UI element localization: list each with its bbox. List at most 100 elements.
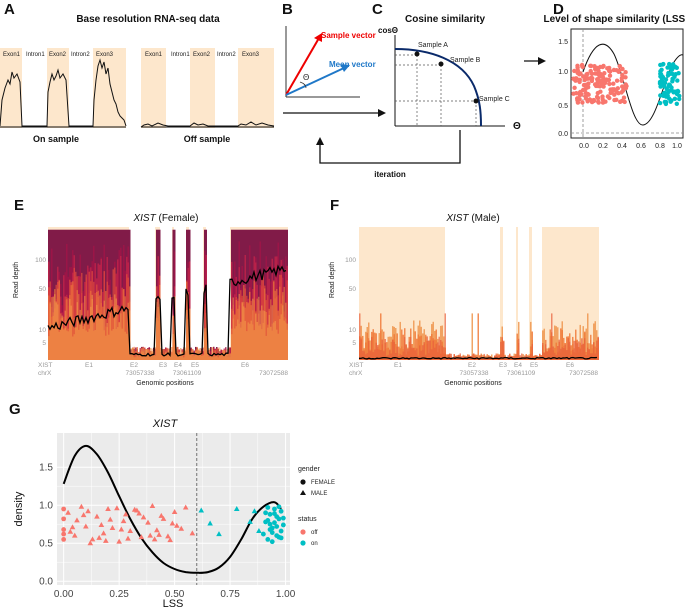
d-off-dot bbox=[584, 72, 589, 77]
panel-f: F XIST (Male) Read depth 100 50 10 5 XIS… bbox=[329, 197, 599, 387]
coverage-bar bbox=[94, 330, 96, 360]
coverage-bar bbox=[195, 351, 197, 360]
g-point-on-female bbox=[265, 537, 271, 542]
coverage-bar bbox=[268, 314, 270, 360]
coverage-bar bbox=[154, 355, 156, 360]
on-exon3-band bbox=[93, 48, 126, 128]
d-on-dot bbox=[675, 89, 681, 94]
coverage-bar bbox=[237, 229, 239, 360]
coverage-bar bbox=[573, 340, 575, 360]
coverage-bar bbox=[171, 347, 173, 360]
coverage-bar bbox=[180, 348, 182, 360]
coverage-bar bbox=[160, 349, 162, 360]
coverage-bar bbox=[414, 331, 416, 360]
g-point-off-female bbox=[61, 531, 67, 537]
d-on-dot bbox=[675, 78, 680, 83]
coverage-bar bbox=[587, 313, 589, 360]
f-ylabel: Read depth bbox=[329, 262, 336, 298]
coverage-bar bbox=[485, 358, 487, 360]
on-sample-label: On sample bbox=[33, 134, 79, 144]
coverage-bar bbox=[73, 267, 75, 360]
panel-a: A Base resolution RNA-seq data Exon1 Int… bbox=[0, 1, 275, 144]
coverage-bar bbox=[584, 338, 586, 360]
g-xtick-label: 0.75 bbox=[220, 589, 240, 600]
coverage-bar bbox=[111, 299, 113, 360]
coverage-bar bbox=[591, 353, 593, 360]
d-off-dot bbox=[583, 90, 588, 96]
coverage-bar bbox=[258, 229, 260, 360]
coverage-bar bbox=[184, 347, 186, 360]
d-xtick-4: 0.8 bbox=[655, 143, 665, 150]
d-on-dot bbox=[671, 89, 677, 94]
coverage-bar bbox=[76, 302, 78, 360]
d-off-dot bbox=[577, 97, 582, 102]
coverage-bar bbox=[210, 355, 212, 360]
coverage-bar bbox=[552, 346, 554, 360]
g-point-off-male bbox=[131, 506, 138, 512]
sample-vector-label: Sample vector bbox=[321, 31, 376, 40]
coverage-bar bbox=[402, 351, 404, 360]
coverage-bar bbox=[506, 357, 508, 360]
coverage-bar bbox=[572, 349, 574, 360]
coverage-bar bbox=[530, 321, 532, 360]
d-off-dot bbox=[583, 94, 588, 99]
coverage-bar bbox=[259, 310, 261, 360]
coverage-bar bbox=[120, 313, 122, 360]
d-off-dot bbox=[598, 89, 603, 94]
coverage-bar bbox=[75, 271, 77, 360]
coverage-bar bbox=[590, 334, 592, 360]
coverage-bar bbox=[566, 350, 568, 360]
coverage-bar bbox=[374, 349, 376, 360]
g-point-off-male bbox=[169, 520, 176, 526]
coverage-bar bbox=[88, 271, 90, 360]
coverage-bar bbox=[585, 328, 587, 360]
g-point-off-male bbox=[138, 534, 145, 540]
d-off-dot bbox=[578, 89, 583, 95]
coverage-bar bbox=[504, 356, 506, 360]
coverage-bar bbox=[396, 346, 398, 360]
legend-off-symbol bbox=[300, 529, 306, 535]
d-off-dot bbox=[612, 97, 617, 103]
coverage-bar bbox=[386, 342, 388, 360]
coverage-bar bbox=[148, 355, 150, 360]
coverage-bar bbox=[66, 299, 68, 360]
d-off-dot bbox=[610, 87, 615, 92]
coverage-bar bbox=[407, 348, 409, 360]
coverage-bar bbox=[567, 338, 569, 360]
g-point-on-female bbox=[280, 515, 286, 521]
coverage-bar bbox=[402, 334, 404, 360]
coverage-bar bbox=[88, 328, 90, 360]
d-off-dot bbox=[619, 98, 624, 104]
coverage-bar bbox=[428, 340, 430, 360]
coverage-bar bbox=[548, 348, 550, 360]
on-seg-4: Intron2 bbox=[71, 52, 90, 58]
coverage-bar bbox=[557, 327, 559, 360]
d-off-dot bbox=[593, 71, 598, 76]
coverage-bar bbox=[590, 353, 592, 360]
coverage-bar bbox=[480, 354, 482, 360]
d-off-dot bbox=[607, 73, 613, 78]
sample-a-point bbox=[414, 51, 420, 57]
panel-g: G XIST 0.0 0.5 1.0 1.5 0.00 0.25 0.50 0.75 1.00… bbox=[9, 401, 335, 610]
coverage-bar bbox=[450, 353, 452, 360]
coverage-bar bbox=[383, 351, 385, 360]
coverage-bar bbox=[186, 310, 188, 360]
panel-label-e: E bbox=[14, 197, 24, 214]
f-coord-3: 73072588 bbox=[569, 370, 598, 377]
coverage-bar bbox=[57, 304, 59, 360]
coverage-bar bbox=[530, 353, 532, 360]
g-point-on-female bbox=[260, 531, 266, 537]
f-exon-1: E1 bbox=[394, 362, 402, 369]
coverage-bar bbox=[99, 313, 101, 360]
coverage-bar bbox=[180, 356, 182, 360]
coverage-bar bbox=[404, 337, 406, 360]
coverage-bar bbox=[408, 341, 410, 360]
sample-vector-arrow bbox=[285, 37, 320, 96]
coverage-bar bbox=[228, 353, 230, 360]
d-off-dot bbox=[596, 100, 601, 105]
coverage-bar bbox=[597, 336, 599, 360]
d-off-dot bbox=[616, 91, 621, 96]
d-off-dot bbox=[595, 83, 601, 89]
coverage-bar bbox=[588, 349, 590, 360]
coverage-bar bbox=[387, 354, 389, 360]
